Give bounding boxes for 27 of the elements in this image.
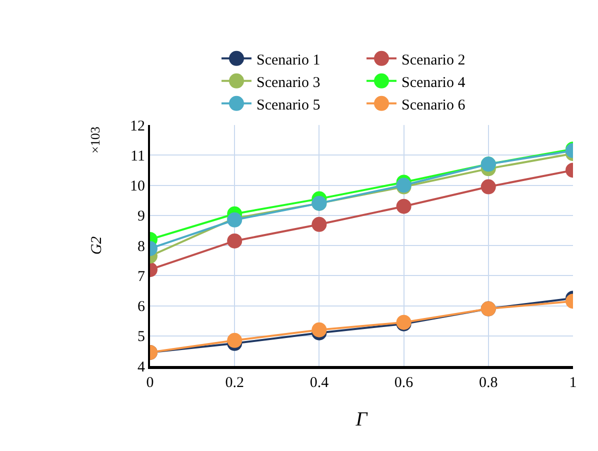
- y-tick-label: 4: [138, 359, 146, 376]
- x-tick-label: 0.8: [479, 375, 498, 391]
- y-tick-label: 6: [138, 299, 146, 315]
- y-tick-label: 7: [138, 268, 146, 285]
- legend-label: Scenario 1: [256, 52, 320, 68]
- point: [396, 198, 412, 214]
- legend-label: Scenario 3: [256, 74, 320, 91]
- x-tick-label: 1: [569, 375, 577, 391]
- y-tick-label: 11: [130, 148, 145, 164]
- x-axis-title: Γ: [354, 408, 369, 430]
- y-tick-label: 9: [138, 208, 145, 225]
- y-axis-title: G2: [88, 236, 105, 255]
- y-tick-label: 8: [138, 238, 145, 255]
- x-tick-label: 0.6: [394, 375, 414, 391]
- x-tick-label: 0: [146, 375, 154, 391]
- legend-label: Scenario 4: [402, 74, 466, 91]
- legend-label: Scenario 2: [402, 52, 466, 68]
- point: [312, 216, 327, 232]
- y-tick-label: 10: [130, 178, 145, 194]
- x-tick-label: 0.4: [310, 375, 330, 391]
- legend-label: Scenario 5: [256, 97, 320, 114]
- y-tick-label: 5: [138, 329, 145, 346]
- point: [312, 322, 327, 338]
- legend-label: Scenario 6: [402, 97, 466, 114]
- y-tick-label: 12: [130, 118, 145, 134]
- text: ×103: [88, 126, 103, 154]
- x-tick-label: 0.2: [225, 375, 244, 391]
